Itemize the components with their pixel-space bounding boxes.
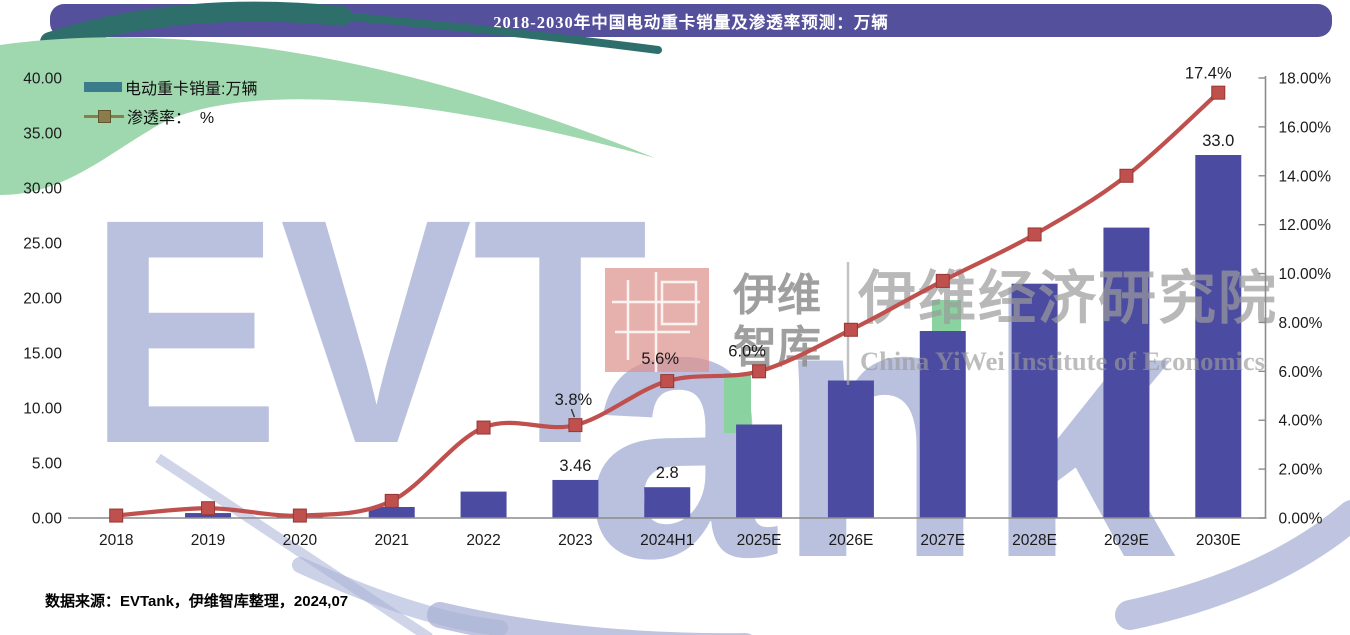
line-marker-2024H1: [660, 374, 675, 389]
bar-data-label: 33.0: [1202, 132, 1234, 150]
line-marker-2020: [292, 508, 307, 523]
legend: 电动重卡销量:万辆 渗透率： %: [84, 72, 257, 130]
line-marker-2021: [384, 493, 399, 508]
x-axis-category-label: 2026E: [829, 532, 874, 549]
x-axis-category-label: 2029E: [1104, 532, 1149, 549]
bar-2028E: [1011, 283, 1058, 518]
bar-2018: [93, 517, 140, 518]
left-axis-tick-label: 0.00: [32, 511, 63, 528]
line-marker-2022: [476, 420, 491, 435]
labels-group: 18.00% 16.00% 14.00% 12.00% 10.00% 8.00% 6.00%…: [23, 65, 1331, 549]
bars-group: [93, 155, 1242, 518]
source-note: 数据来源：EVTank，伊维智库整理，2024,07: [45, 593, 349, 610]
line-data-label: 17.4%: [1185, 65, 1232, 83]
watermark-institute-en: China YiWei Institute of Economics: [860, 347, 1265, 376]
bar-2024H1: [644, 487, 691, 518]
watermark-logo-square: [605, 268, 709, 372]
title-bar: 2018-2030年中国电动重卡销量及渗透率预测：万辆: [50, 4, 1332, 37]
watermark-logo-line1: 伊维: [732, 271, 821, 320]
right-axis-tick-label: 18.00%: [1279, 71, 1332, 88]
line-marker-2019: [201, 501, 216, 516]
bar-2026E: [827, 380, 874, 518]
x-axis-category-label: 2019: [191, 532, 225, 549]
axes-group: [68, 76, 1267, 519]
left-axis-tick-label: 30.00: [23, 181, 62, 198]
watermark-logo-line2: 智库: [733, 323, 821, 372]
right-axis-tick-label: 12.00%: [1279, 217, 1332, 234]
page-title: 2018-2030年中国电动重卡销量及渗透率预测：万辆: [493, 12, 889, 32]
left-axis-tick-label: 5.00: [32, 456, 63, 473]
x-axis-category-label: 2025E: [737, 532, 782, 549]
label-leader-line: [570, 408, 576, 418]
right-axis-tick-label: 4.00%: [1279, 413, 1323, 430]
bar-2025E: [736, 424, 783, 518]
right-axis-tick-label: 2.00%: [1279, 462, 1323, 479]
line-marker-2029E: [1119, 168, 1134, 183]
bar-2030E: [1195, 155, 1242, 518]
x-axis-category-label: 2020: [283, 532, 318, 549]
bar-2022: [460, 491, 507, 518]
right-axis-tick-label: 16.00%: [1279, 119, 1332, 136]
watermark-logo-glyph: [612, 272, 700, 372]
line-marker-2026E: [843, 322, 858, 337]
watermark-over-layer: 伊维 智库 伊维经济研究院 China YiWei Institute of E…: [605, 262, 1278, 385]
legend-item-sales: 电动重卡销量:万辆: [84, 72, 257, 101]
x-axis-category-label: 2024H1: [640, 532, 694, 549]
left-axis-tick-label: 20.00: [23, 291, 62, 308]
right-axis-tick-label: 14.00%: [1279, 168, 1332, 185]
watermark-green-square-2: [932, 300, 961, 333]
watermark-green-square-1: [724, 373, 751, 433]
legend-sales-label: 电动重卡销量:万辆: [125, 80, 258, 98]
bar-data-label: 3.46: [559, 457, 591, 475]
x-axis-category-label: 2028E: [1012, 532, 1057, 549]
right-axis-tick-label: 0.00%: [1279, 511, 1323, 528]
bar-2019: [185, 513, 232, 518]
x-axis-category-label: 2027E: [920, 532, 965, 549]
x-axis-category-label: 2018: [99, 532, 133, 549]
right-axis-tick-label: 10.00%: [1279, 266, 1332, 283]
line-marker-2025E: [752, 364, 767, 379]
left-axis-tick-label: 10.00: [23, 401, 62, 418]
line-marker-2028E: [1027, 227, 1042, 242]
watermark-swoosh-bottom-right: [1115, 500, 1350, 630]
x-axis-category-label: 2030E: [1196, 532, 1241, 549]
penetration-line: [116, 91, 1220, 518]
watermark-swoosh-bottom: [427, 602, 752, 635]
x-axis-category-label: 2021: [374, 532, 408, 549]
bar-2027E: [919, 331, 966, 518]
bar-2029E: [1103, 227, 1150, 518]
x-axis-category-label: 2023: [558, 532, 592, 549]
line-data-label: 3.8%: [555, 391, 593, 409]
legend-bar-swatch-icon: [84, 81, 122, 92]
legend-penetration-label: 渗透率： %: [127, 109, 215, 127]
bar-data-label: 2.8: [656, 464, 679, 482]
left-axis-tick-label: 25.00: [23, 236, 62, 253]
left-axis-tick-label: 40.00: [23, 71, 62, 88]
right-axis-tick-label: 6.00%: [1279, 364, 1323, 381]
watermark-institute-cn: 伊维经济研究院: [857, 266, 1278, 331]
line-marker-2023: [568, 418, 583, 433]
line-marker-2030E: [1211, 85, 1226, 100]
x-axis-category-label: 2022: [466, 532, 500, 549]
bar-2020: [276, 515, 323, 518]
line-data-label: 5.6%: [641, 350, 679, 368]
line-marker-2027E: [935, 273, 950, 288]
watermark-evtank-caps: EVT: [88, 152, 648, 510]
watermark-evtank-lower: ank: [585, 222, 1177, 635]
line-data-label: 6.0%: [728, 342, 766, 360]
right-axis-tick-label: 8.00%: [1279, 315, 1323, 332]
left-axis-tick-label: 35.00: [23, 126, 62, 143]
line-marker-2018: [109, 508, 124, 523]
bar-2023: [552, 479, 599, 518]
legend-item-penetration: 渗透率： %: [84, 101, 257, 130]
bar-2021: [368, 507, 415, 518]
line-group: [109, 85, 1226, 523]
legend-line-swatch-icon: [84, 109, 124, 123]
left-axis-tick-label: 15.00: [23, 346, 62, 363]
